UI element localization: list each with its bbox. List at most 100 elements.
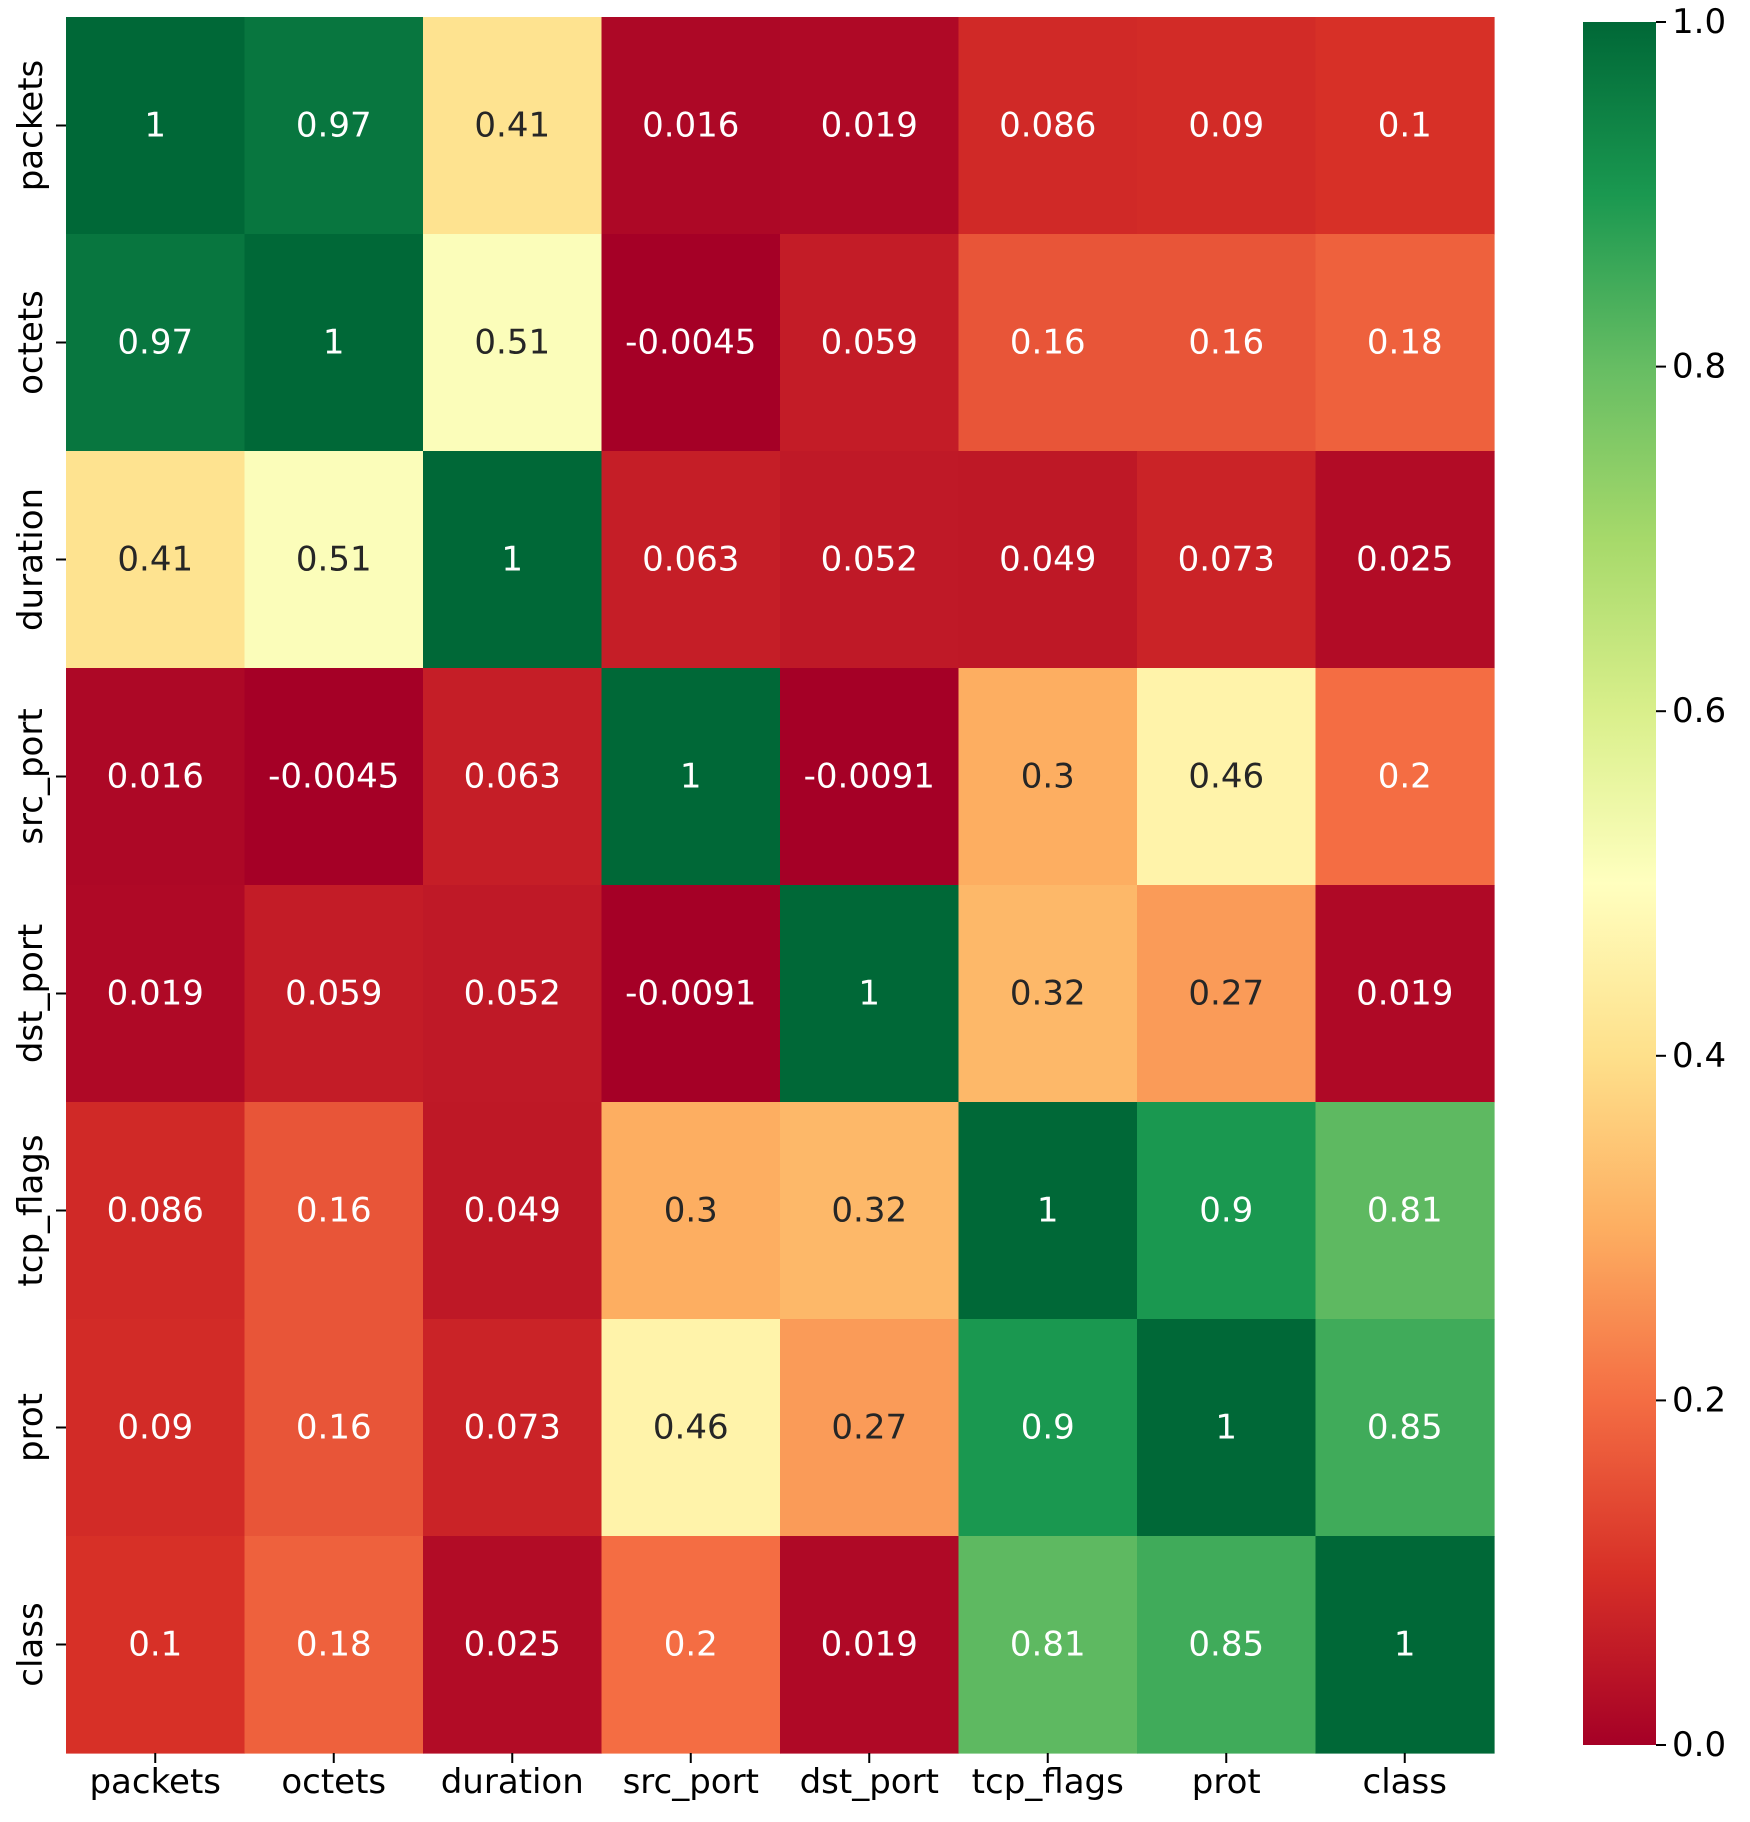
heatmap-cell-3-1 [244, 668, 424, 886]
cell-label-3-5: 0.3 [1021, 757, 1075, 797]
cell-label-6-2: 0.073 [464, 1408, 561, 1448]
x-tick-label-5: tcp_flags [972, 1762, 1124, 1802]
heatmap-cell-5-2 [423, 1102, 603, 1320]
y-tick-label-1: octets [11, 290, 51, 395]
heatmap-cell-7-2 [423, 1536, 603, 1754]
heatmap-cell-5-3 [601, 1102, 781, 1320]
cell-label-2-3: 0.063 [642, 540, 739, 580]
cell-label-0-5: 0.086 [999, 106, 1096, 146]
heatmap-cell-0-1 [244, 17, 424, 235]
cell-label-6-0: 0.09 [117, 1408, 193, 1448]
heatmap-cell-7-4 [780, 1536, 960, 1754]
heatmap-cell-3-5 [958, 668, 1138, 886]
cell-label-2-1: 0.51 [296, 540, 372, 580]
heatmap-cell-6-7 [1315, 1319, 1495, 1537]
heatmap-cell-2-5 [958, 451, 1138, 669]
cell-label-3-0: 0.016 [107, 757, 204, 797]
cell-label-4-1: 0.059 [285, 974, 382, 1014]
colorbar-tick-label-4: 0.8 [1672, 347, 1726, 387]
heatmap-cell-1-6 [1137, 234, 1317, 452]
heatmap-cell-6-3 [601, 1319, 781, 1537]
heatmap-cell-7-3 [601, 1536, 781, 1754]
cell-label-0-1: 0.97 [296, 106, 372, 146]
heatmap-cell-7-5 [958, 1536, 1138, 1754]
heatmap-cell-2-3 [601, 451, 781, 669]
cell-label-7-2: 0.025 [464, 1625, 561, 1665]
heatmap-cell-2-6 [1137, 451, 1317, 669]
heatmap-cell-1-3 [601, 234, 781, 452]
colorbar: 0.0 0.2 0.4 0.6 0.8 1.0 [1583, 2, 1726, 1765]
heatmap-cell-7-7 [1315, 1536, 1495, 1754]
cell-label-6-6: 1 [1215, 1408, 1237, 1448]
cell-label-1-1: 1 [323, 323, 345, 363]
heatmap-cell-3-4 [780, 668, 960, 886]
cell-label-5-4: 0.32 [831, 1191, 907, 1231]
cell-label-0-4: 0.019 [821, 106, 918, 146]
y-tick-label-3: src_port [11, 708, 51, 844]
x-tick-label-7: class [1363, 1762, 1447, 1802]
heatmap-cell-7-0 [66, 1536, 246, 1754]
colorbar-gradient [1583, 22, 1656, 1745]
x-tick-label-1: octets [281, 1762, 386, 1802]
heatmap-cell-5-4 [780, 1102, 960, 1320]
x-axis: packets octets duration src_port dst_port tcp… [89, 1753, 1447, 1802]
cell-label-7-5: 0.81 [1010, 1625, 1086, 1665]
heatmap-cell-5-7 [1315, 1102, 1495, 1320]
heatmap-cell-2-2 [423, 451, 603, 669]
heatmap-cell-3-3 [601, 668, 781, 886]
x-tick-label-3: src_port [623, 1762, 759, 1802]
cell-label-5-1: 0.16 [296, 1191, 372, 1231]
y-tick-label-5: tcp_flags [11, 1134, 51, 1286]
y-axis: packets octets duration src_port dst_porttcp… [11, 60, 66, 1687]
cell-label-4-4: 1 [858, 974, 880, 1014]
heatmap-cell-1-1 [244, 234, 424, 452]
heatmap-cell-3-6 [1137, 668, 1317, 886]
heatmap-cell-6-1 [244, 1319, 424, 1537]
cell-label-3-3: 1 [680, 757, 702, 797]
cell-label-5-5: 1 [1037, 1191, 1059, 1231]
cell-label-6-3: 0.46 [653, 1408, 729, 1448]
cell-label-7-6: 0.85 [1188, 1625, 1264, 1665]
heatmap-cell-2-0 [66, 451, 246, 669]
cell-label-7-1: 0.18 [296, 1625, 372, 1665]
x-tick-label-6: prot [1192, 1762, 1261, 1802]
cell-label-4-5: 0.32 [1010, 974, 1086, 1014]
cell-label-3-1: -0.0045 [268, 757, 399, 797]
heatmap-cell-6-4 [780, 1319, 960, 1537]
cell-label-1-4: 0.059 [821, 323, 918, 363]
heatmap-cell-0-3 [601, 17, 781, 235]
heatmap-cell-0-2 [423, 17, 603, 235]
heatmap-cell-4-3 [601, 885, 781, 1103]
colorbar-tick-label-1: 0.2 [1672, 1380, 1726, 1420]
heatmap-cell-4-6 [1137, 885, 1317, 1103]
heatmap-cell-0-7 [1315, 17, 1495, 235]
cell-label-2-2: 1 [501, 540, 523, 580]
cell-label-5-7: 0.81 [1367, 1191, 1443, 1231]
cell-label-3-4: -0.0091 [804, 757, 935, 797]
cell-label-7-0: 0.1 [128, 1625, 182, 1665]
heatmap-cell-3-2 [423, 668, 603, 886]
cell-label-7-4: 0.019 [821, 1625, 918, 1665]
colorbar-tick-label-2: 0.4 [1672, 1036, 1726, 1076]
heatmap-cell-0-0 [66, 17, 246, 235]
heatmap-cell-7-1 [244, 1536, 424, 1754]
heatmap-cell-2-4 [780, 451, 960, 669]
cell-label-1-0: 0.97 [117, 323, 193, 363]
cell-label-3-6: 0.46 [1188, 757, 1264, 797]
cell-label-2-6: 0.073 [1178, 540, 1275, 580]
cell-label-5-2: 0.049 [464, 1191, 561, 1231]
heatmap-cell-3-0 [66, 668, 246, 886]
y-tick-label-2: duration [11, 488, 51, 631]
cell-label-2-5: 0.049 [999, 540, 1096, 580]
colorbar-tick-label-3: 0.6 [1672, 691, 1726, 731]
heatmap-cell-1-4 [780, 234, 960, 452]
cell-label-5-6: 0.9 [1199, 1191, 1253, 1231]
cell-label-5-3: 0.3 [664, 1191, 718, 1231]
cell-label-4-3: -0.0091 [625, 974, 756, 1014]
heatmap-cell-1-7 [1315, 234, 1495, 452]
cell-label-4-0: 0.019 [107, 974, 204, 1014]
heatmap-cells: 1 0.97 0.41 0.016 0.019 0.086 0.09 0.1 0.97 1 0.51… [66, 17, 1495, 1754]
heatmap-cell-7-6 [1137, 1536, 1317, 1754]
cell-label-1-2: 0.51 [474, 323, 550, 363]
